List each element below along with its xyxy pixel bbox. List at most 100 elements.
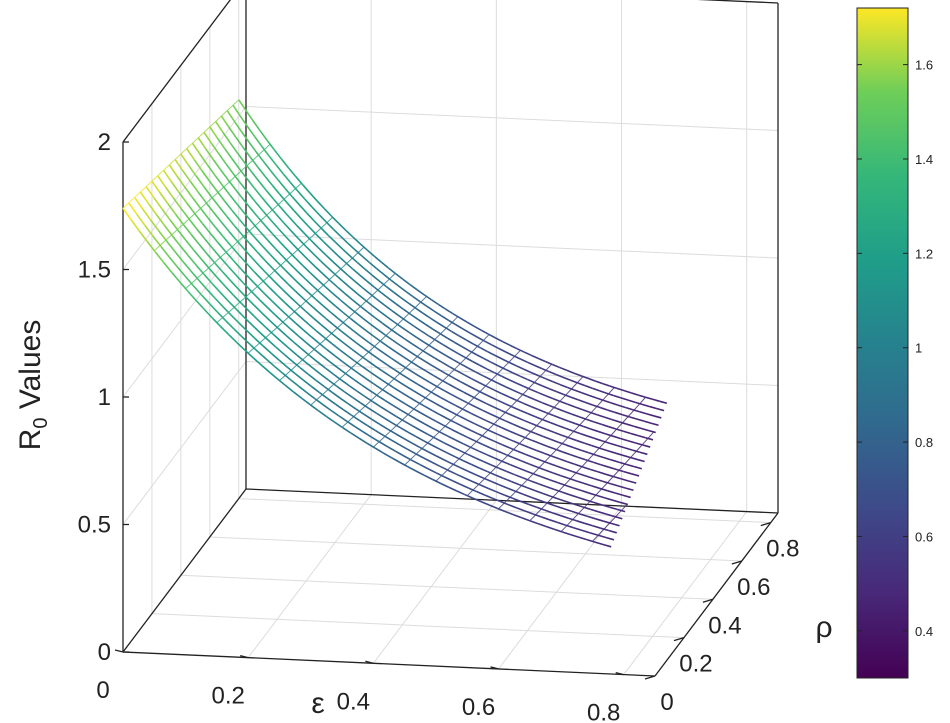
surface-segment <box>514 349 521 357</box>
surface-segment <box>345 367 352 374</box>
surface-segment <box>586 418 595 423</box>
surface-segment <box>541 384 550 390</box>
surface-segment <box>302 184 311 194</box>
surface-segment <box>451 316 459 323</box>
surface-segment <box>615 468 624 473</box>
surface-segment <box>387 346 397 353</box>
surface-segment <box>496 367 504 375</box>
surface-segment <box>639 451 648 456</box>
surface-segment <box>385 381 395 389</box>
surface-segment <box>200 294 211 305</box>
surface-segment <box>315 330 325 338</box>
surface-segment <box>458 334 467 341</box>
surface-segment <box>374 365 384 372</box>
surface-segment <box>381 292 390 300</box>
surface-segment <box>647 431 655 439</box>
surface-segment <box>491 480 501 486</box>
surface-segment <box>559 394 566 402</box>
surface-segment <box>435 455 445 461</box>
surface-segment <box>167 203 177 215</box>
surface-segment <box>600 463 609 468</box>
surface-segment <box>265 225 274 236</box>
surface-segment <box>209 232 219 244</box>
surface-segment <box>246 159 254 167</box>
surface-segment <box>365 377 375 385</box>
surface-segment <box>187 255 197 266</box>
surface-segment <box>302 379 312 388</box>
surface-segment <box>317 284 324 291</box>
surface-segment <box>555 465 565 470</box>
surface-segment <box>441 469 448 476</box>
surface-segment <box>204 238 214 249</box>
surface-segment <box>376 267 385 276</box>
surface-segment <box>270 352 280 361</box>
surface-segment <box>459 466 469 472</box>
surface-segment <box>516 347 525 353</box>
surface-segment <box>182 224 193 236</box>
surface-segment <box>521 517 531 522</box>
surface-segment <box>525 470 535 475</box>
surface-segment <box>324 367 334 375</box>
surface-segment <box>351 414 361 422</box>
surface-segment <box>330 311 339 320</box>
surface-segment <box>643 420 652 424</box>
surface-segment <box>509 361 517 367</box>
surface-segment <box>312 317 322 326</box>
grid-line <box>623 511 748 675</box>
surface-segment <box>193 249 203 261</box>
surface-segment <box>354 280 363 289</box>
surface-segment <box>415 448 423 455</box>
surface-segment <box>596 399 604 407</box>
surface-segment <box>605 433 614 437</box>
surface-segment <box>539 442 548 448</box>
surface-segment <box>497 433 506 439</box>
surface-segment <box>439 414 449 420</box>
surface-segment <box>206 197 213 204</box>
surface-segment <box>476 435 483 442</box>
surface-segment <box>604 496 613 501</box>
surface-segment <box>553 488 563 493</box>
surface-segment <box>320 324 330 332</box>
surface-segment <box>558 498 568 503</box>
surface-segment <box>610 482 619 487</box>
surface-segment <box>523 368 532 374</box>
surface-segment <box>478 416 487 422</box>
surface-segment <box>211 192 219 199</box>
surface-segment <box>463 460 472 466</box>
surface-segment <box>222 306 232 316</box>
surface-segment <box>257 280 264 287</box>
surface-segment <box>207 217 217 229</box>
surface-segment <box>547 407 555 414</box>
surface-segment <box>228 334 238 344</box>
surface-segment <box>379 335 387 342</box>
surface-segment <box>325 415 336 423</box>
surface-segment <box>219 291 229 302</box>
surface-segment <box>217 242 227 253</box>
surface-segment <box>301 397 311 406</box>
surface-segment <box>253 305 263 314</box>
surface-segment <box>342 426 352 434</box>
surface-segment <box>505 510 514 516</box>
z-axis-label: R0 Values <box>14 320 52 451</box>
surface-segment <box>445 355 454 361</box>
surface-segment <box>180 148 188 155</box>
surface-segment <box>609 506 618 511</box>
surface-segment <box>552 397 561 403</box>
surface-segment <box>356 390 366 398</box>
surface-segment <box>613 394 622 399</box>
surface-segment <box>382 370 391 377</box>
surface-segment <box>259 181 268 192</box>
surface-segment <box>309 192 318 202</box>
surface-segment <box>269 170 279 181</box>
surface-segment <box>331 342 340 351</box>
surface-segment <box>463 477 473 483</box>
surface-segment <box>550 438 559 443</box>
surface-segment <box>263 143 271 150</box>
surface-segment <box>300 251 309 261</box>
surface-segment <box>320 227 330 237</box>
surface-segment <box>612 475 622 480</box>
surface-segment <box>174 213 185 226</box>
surface-segment <box>514 473 523 479</box>
surface-segment <box>218 206 228 217</box>
surface-segment <box>515 485 523 492</box>
